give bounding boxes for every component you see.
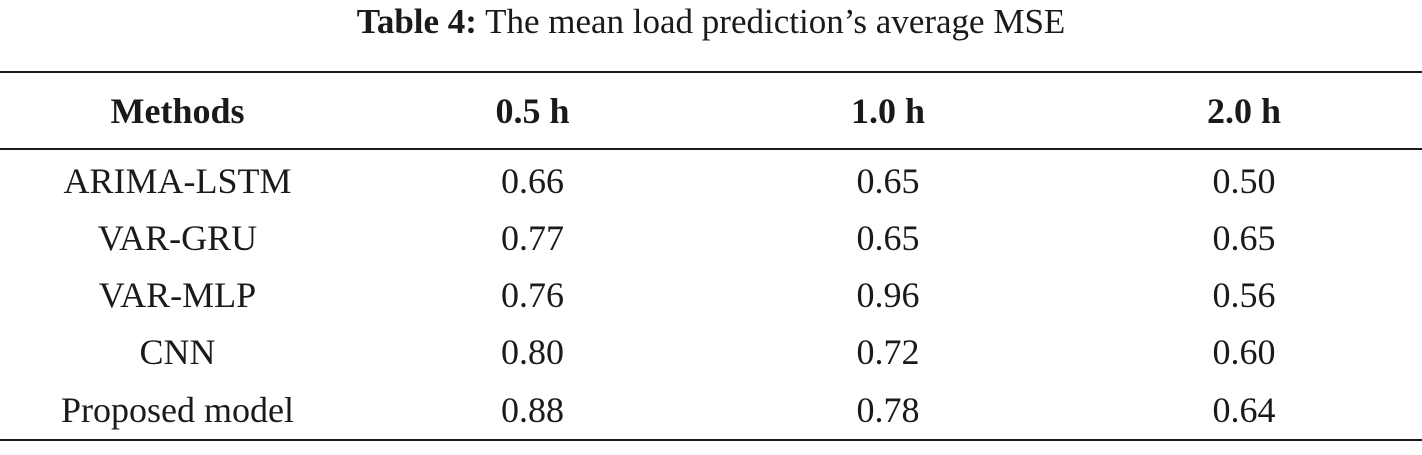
table-caption-text: The mean load prediction’s average MSE xyxy=(485,2,1066,41)
table-row: VAR-GRU 0.77 0.65 0.65 xyxy=(0,210,1422,267)
mse-2-0h: 0.65 xyxy=(1212,218,1276,258)
mse-1-0h: 0.72 xyxy=(856,332,920,372)
mse-2-0h: 0.56 xyxy=(1212,275,1276,315)
method-name: ARIMA-LSTM xyxy=(63,161,292,201)
results-table-container: Methods 0.5 h 1.0 h 2.0 h ARIMA-LSTM 0.6… xyxy=(0,71,1422,441)
table-header-row: Methods 0.5 h 1.0 h 2.0 h xyxy=(0,72,1422,149)
mse-1-0h: 0.78 xyxy=(856,389,920,430)
mse-0-5h: 0.66 xyxy=(501,161,564,201)
table-caption-label: Table 4: xyxy=(356,2,477,41)
header-0-5h: 0.5 h xyxy=(495,90,570,131)
mse-0-5h: 0.77 xyxy=(501,218,564,258)
method-name: VAR-MLP xyxy=(98,275,257,315)
mse-0-5h: 0.88 xyxy=(501,389,564,430)
mse-0-5h: 0.80 xyxy=(501,332,564,372)
header-1-0h: 1.0 h xyxy=(850,90,926,131)
header-methods: Methods xyxy=(110,90,245,131)
method-name: CNN xyxy=(139,332,216,372)
header-2-0h: 2.0 h xyxy=(1206,90,1282,131)
table-row: ARIMA-LSTM 0.66 0.65 0.50 xyxy=(0,149,1422,210)
mse-2-0h: 0.60 xyxy=(1212,332,1276,372)
table-row: CNN 0.80 0.72 0.60 xyxy=(0,324,1422,381)
mse-2-0h: 0.64 xyxy=(1212,389,1276,430)
method-name: Proposed model xyxy=(61,389,294,430)
results-table: Methods 0.5 h 1.0 h 2.0 h ARIMA-LSTM 0.6… xyxy=(0,71,1422,441)
table-caption: Table 4: The mean load prediction’s aver… xyxy=(0,0,1422,50)
mse-0-5h: 0.76 xyxy=(501,275,564,315)
mse-2-0h: 0.50 xyxy=(1212,161,1276,201)
table-row: Proposed model 0.88 0.78 0.64 xyxy=(0,381,1422,440)
table-row: VAR-MLP 0.76 0.96 0.56 xyxy=(0,267,1422,324)
mse-1-0h: 0.65 xyxy=(856,218,920,258)
mse-1-0h: 0.65 xyxy=(856,161,920,201)
method-name: VAR-GRU xyxy=(97,218,258,258)
mse-1-0h: 0.96 xyxy=(856,275,920,315)
